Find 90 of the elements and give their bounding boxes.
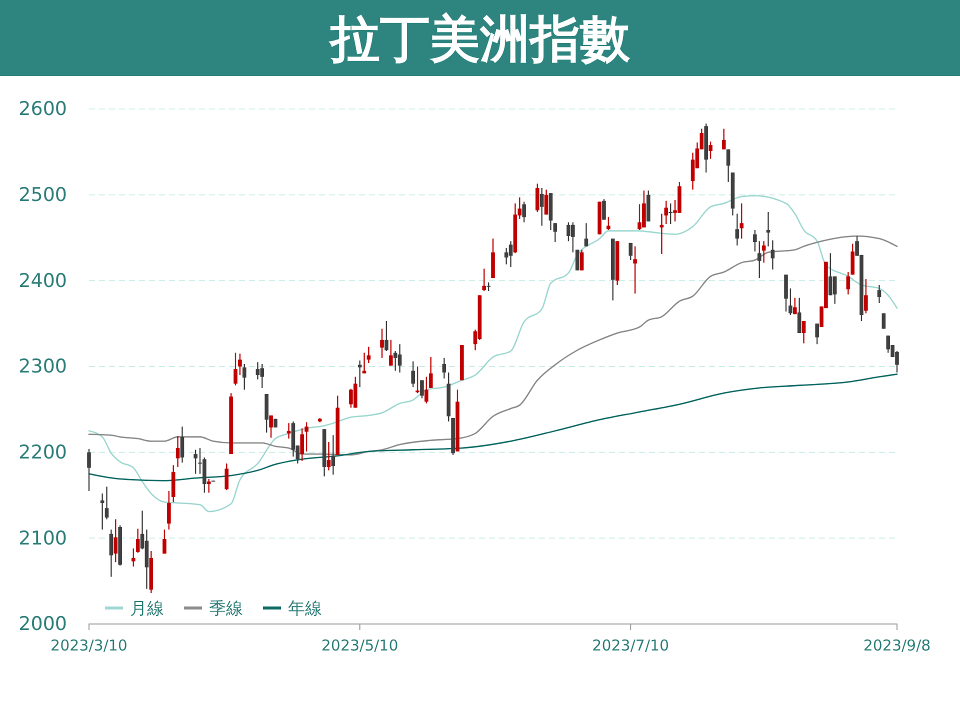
y-tick-label: 2600: [18, 98, 67, 120]
candlestick: [442, 357, 446, 380]
y-tick-label: 2100: [18, 527, 67, 550]
candlestick: [606, 216, 610, 231]
x-tick-label: 2023/3/10: [50, 636, 128, 655]
candlestick: [757, 240, 762, 279]
candlestick: [864, 278, 868, 314]
candlestick: [176, 435, 180, 468]
y-tick-label: 2500: [18, 184, 67, 206]
candlestick: [362, 352, 366, 374]
candlestick: [380, 328, 384, 359]
candlestick: [162, 528, 166, 554]
candlestick: [788, 288, 792, 316]
candlestick: [690, 152, 695, 190]
candlestick: [194, 449, 198, 474]
y-tick-label: 2200: [18, 441, 67, 464]
candlestick: [420, 380, 424, 399]
legend-label: 季線: [209, 599, 243, 619]
legend-label: 月線: [130, 599, 164, 619]
legend-label: 年線: [288, 599, 322, 619]
candlestick: [428, 356, 433, 389]
candlestick: [136, 528, 140, 554]
candlestick: [540, 187, 544, 226]
candlestick: [668, 202, 672, 225]
candlestick: [762, 240, 766, 264]
candlestick: [770, 240, 775, 270]
candlestick: [109, 528, 114, 578]
y-tick-label: 2300: [18, 356, 67, 378]
candlestick: [584, 222, 588, 247]
candlestick: [256, 362, 260, 380]
x-tick-label: 2023/7/10: [592, 636, 670, 655]
x-tick-label: 2023/5/10: [321, 636, 398, 655]
candlestick: [802, 320, 806, 344]
candlestick: [482, 268, 486, 292]
candlestick: [104, 486, 109, 520]
candlestick: [326, 441, 331, 471]
candlestick: [722, 128, 726, 150]
candlestick: [797, 297, 802, 334]
candlestick: [753, 229, 757, 252]
line-series: [88, 235, 898, 456]
x-tick-label: 2023/9/8: [863, 636, 931, 655]
y-tick-label: 2000: [18, 613, 67, 636]
candlestick: [114, 518, 118, 563]
candlestick: [886, 335, 890, 354]
chart-title: 拉丁美洲指數: [328, 10, 631, 68]
candlestick: [286, 422, 291, 440]
candlestick: [815, 322, 819, 345]
candlestick: [508, 240, 513, 268]
candlestick: [544, 189, 548, 216]
candlestick: [633, 246, 637, 294]
candlestick: [388, 339, 393, 366]
candlestick: [131, 548, 136, 568]
candlestick: [224, 462, 229, 491]
y-tick-label: 2400: [18, 270, 67, 292]
candlestick: [522, 201, 526, 223]
candlestick: [242, 363, 246, 390]
candlestick: [628, 242, 633, 261]
line-series: [88, 194, 898, 512]
candlestick: [393, 350, 398, 372]
candlestick: [735, 213, 740, 246]
candlestick: [358, 360, 362, 388]
candlestick: [416, 366, 420, 394]
candlestick: [766, 211, 770, 247]
candlestick: [260, 363, 264, 389]
candlestick: [411, 360, 415, 388]
candlestick: [553, 222, 558, 243]
candlestick: [708, 141, 712, 160]
candlestick: [580, 249, 584, 271]
candlestick: [740, 202, 744, 240]
candlestick: [238, 353, 242, 376]
candlestick: [424, 376, 428, 404]
candlestick: [398, 344, 402, 374]
candlestick: [575, 249, 580, 271]
candlestick: [300, 428, 304, 462]
candlestick: [832, 276, 837, 304]
candlestick: [304, 422, 308, 452]
candlestick: [792, 297, 797, 315]
candlestick: [100, 492, 104, 530]
candlestick: [877, 284, 882, 304]
candlestick: [206, 478, 211, 494]
candlestick: [167, 490, 171, 530]
candlestick: [180, 426, 184, 464]
candlestick: [726, 148, 730, 183]
candlestick: [269, 414, 273, 438]
candlestick: [234, 352, 238, 386]
candlestick: [535, 183, 540, 213]
candlestick: [602, 198, 606, 220]
candlestick: [384, 320, 388, 352]
line-series: [88, 374, 898, 482]
candlestick: [504, 247, 508, 265]
